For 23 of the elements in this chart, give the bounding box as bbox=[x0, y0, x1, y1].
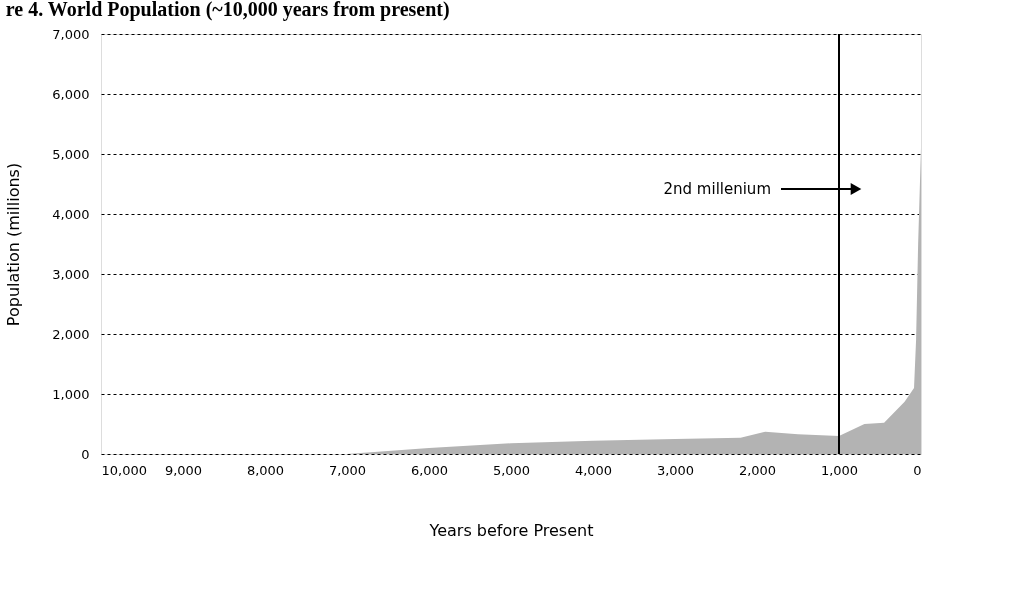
x-axis-title: Years before Present bbox=[428, 520, 594, 540]
chart-title: re 4. World Population (~10,000 years from present) bbox=[5, 0, 450, 21]
x-tick-label: 8,000 bbox=[246, 462, 285, 478]
x-tick-label: 0 bbox=[913, 462, 922, 478]
x-tick-label: 1,000 bbox=[820, 462, 859, 478]
x-tick-label: 5,000 bbox=[492, 462, 531, 478]
y-tick-label: 7,000 bbox=[52, 26, 90, 42]
x-tick-label: 2,000 bbox=[738, 462, 777, 478]
y-axis-title: Population (millions) bbox=[4, 162, 24, 327]
annotation: 2nd millenium bbox=[663, 180, 771, 198]
y-tick-label: 2,000 bbox=[52, 326, 90, 342]
x-tick-label: 4,000 bbox=[574, 462, 613, 478]
y-tick-label: 0 bbox=[81, 446, 90, 462]
y-tick-label: 1,000 bbox=[52, 386, 90, 402]
x-tick-label: 9,000 bbox=[164, 462, 203, 478]
x-tick-label: 7,000 bbox=[328, 462, 367, 478]
x-tick-label: 3,000 bbox=[656, 462, 695, 478]
x-tick-label: 10,000 bbox=[101, 462, 147, 478]
y-tick-label: 3,000 bbox=[52, 266, 90, 282]
y-tick-label: 5,000 bbox=[52, 146, 90, 162]
y-tick-label: 6,000 bbox=[52, 86, 90, 102]
x-tick-label: 6,000 bbox=[410, 462, 449, 478]
y-tick-label: 4,000 bbox=[52, 206, 90, 222]
